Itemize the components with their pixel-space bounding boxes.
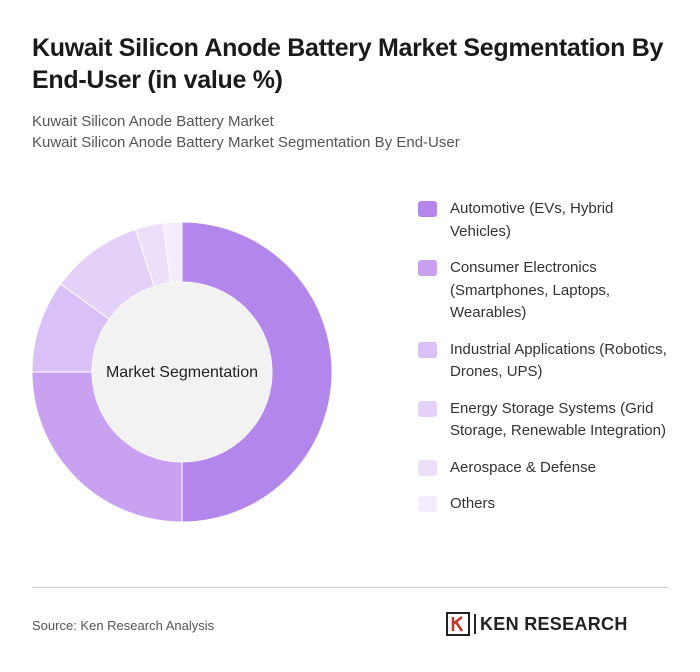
legend: Automotive (EVs, Hybrid Vehicles) Consume… bbox=[418, 198, 668, 530]
legend-item: Energy Storage Systems (Grid Storage, Re… bbox=[418, 398, 668, 443]
legend-item: Aerospace & Defense bbox=[418, 457, 668, 480]
legend-item: Automotive (EVs, Hybrid Vehicles) bbox=[418, 198, 668, 243]
source: Source: Ken Research Analysis bbox=[32, 618, 215, 633]
legend-swatch bbox=[418, 400, 437, 417]
legend-swatch bbox=[418, 201, 437, 217]
legend-item: Others bbox=[418, 493, 668, 516]
legend-label: Automotive (EVs, Hybrid Vehicles) bbox=[450, 200, 614, 240]
legend-label: Aerospace & Defense bbox=[450, 458, 596, 476]
legend-swatch bbox=[418, 496, 437, 512]
logo-icon bbox=[446, 612, 470, 636]
legend-item: Consumer Electronics (Smartphones, Lapto… bbox=[418, 257, 668, 325]
legend-label: Energy Storage Systems (Grid Storage, Re… bbox=[450, 399, 666, 440]
legend-label: Consumer Electronics (Smartphones, Lapto… bbox=[450, 259, 611, 321]
donut-hole bbox=[92, 282, 272, 462]
chart-title: Kuwait Silicon Anode Battery Market Segm… bbox=[32, 34, 664, 94]
legend-swatch bbox=[418, 341, 437, 358]
logo-text: KEN RESEARCH bbox=[480, 614, 628, 634]
center-label: Market Segmentation bbox=[106, 364, 258, 381]
legend-swatch bbox=[418, 260, 437, 276]
logo-separator bbox=[474, 614, 476, 634]
subtitle: Kuwait Silicon Anode Battery Market bbox=[32, 113, 274, 130]
legend-item: Industrial Applications (Robotics, Drone… bbox=[418, 339, 668, 384]
subtitle: Kuwait Silicon Anode Battery Market Segm… bbox=[32, 134, 460, 151]
divider bbox=[32, 587, 668, 588]
legend-swatch bbox=[418, 459, 437, 476]
donut-chart: Market Segmentation bbox=[31, 221, 333, 523]
legend-label: Others bbox=[450, 495, 496, 512]
legend-label: Industrial Applications (Robotics, Drone… bbox=[450, 340, 667, 381]
